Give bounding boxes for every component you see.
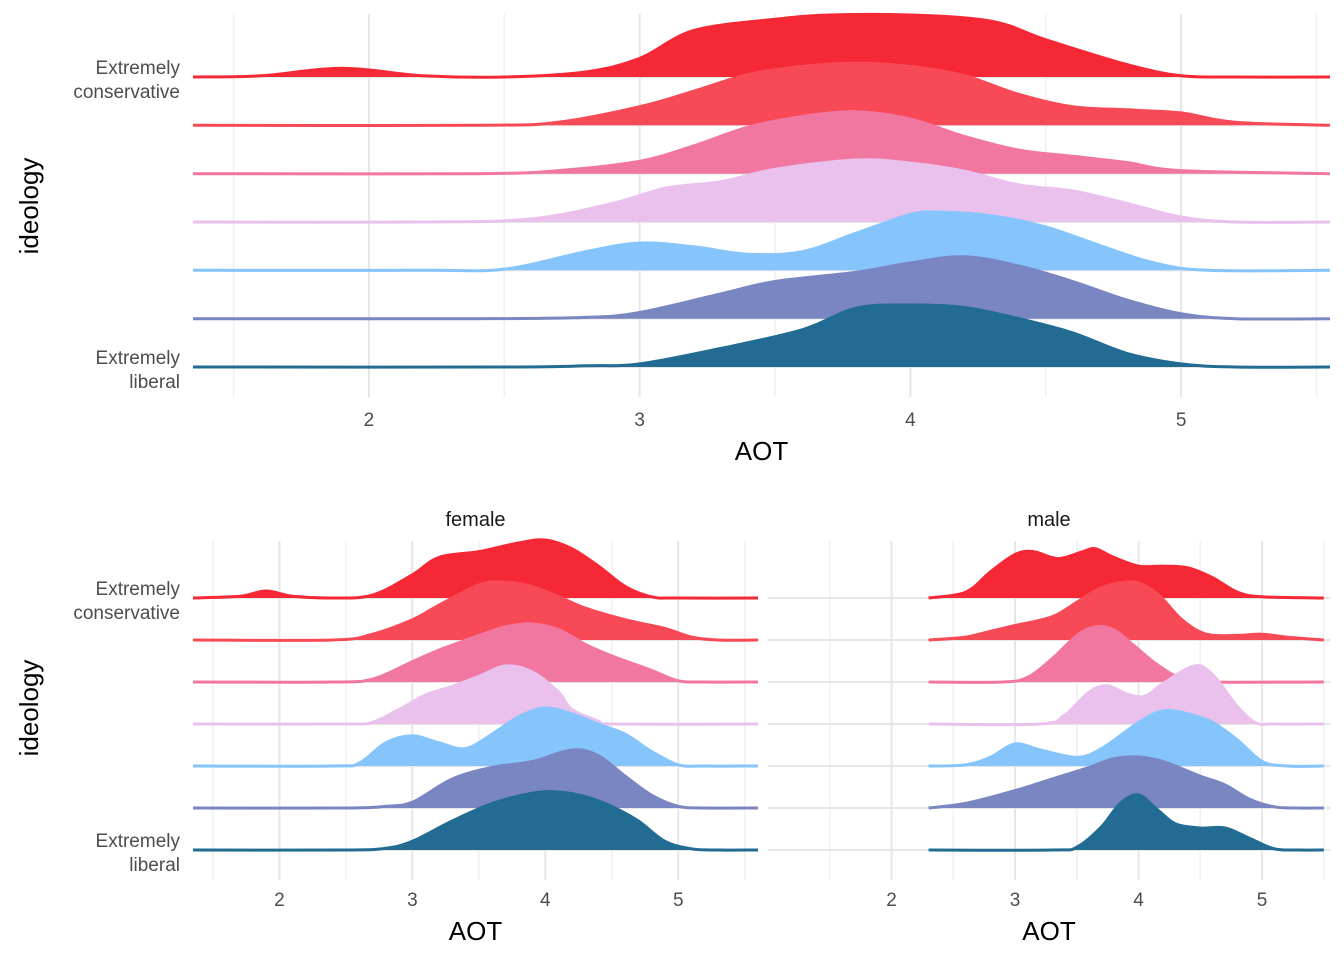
x-tick-label: 5 (1176, 410, 1187, 431)
ridge-area-level-4 (193, 159, 1330, 223)
ridge-level-7 (192, 12, 1331, 79)
ridge-outline-level-4 (192, 664, 759, 726)
ridge-area-level-2 (928, 756, 1324, 809)
ridge-level-6 (192, 61, 1331, 128)
ridge-outline-level-3 (192, 706, 759, 768)
x-tick-label: 3 (407, 890, 418, 911)
ridge-level-3 (192, 706, 759, 768)
y-tick-label-line: conservative (73, 603, 180, 624)
ridge-outline-level-5 (192, 110, 1331, 176)
y-tick-label-line: liberal (129, 372, 180, 393)
x-tick-label: 2 (364, 410, 375, 431)
ridge-outline-level-1 (192, 790, 759, 852)
x-tick-label: 5 (673, 890, 684, 911)
x-tick-label: 4 (1133, 890, 1144, 911)
ridge-area-level-3 (193, 707, 758, 767)
x-tick-label: 3 (634, 410, 645, 431)
x-axis-title: AOT (449, 916, 503, 946)
y-tick-label-line: conservative (73, 82, 180, 103)
ridge-area-level-6 (928, 581, 1324, 640)
y-tick-label-line: Extremely (96, 348, 181, 369)
x-tick-label: 4 (540, 890, 551, 911)
ridge-area-level-6 (193, 63, 1330, 126)
y-tick-label-line: liberal (129, 855, 180, 876)
ridge-area-level-1 (193, 304, 1330, 368)
x-tick-label: 3 (1010, 890, 1021, 911)
ridge-level-3 (192, 210, 1331, 273)
ridge-level-4 (192, 664, 759, 726)
y-tick-label-level-7: Extremely conservative (73, 579, 180, 624)
ridge-outline-level-6 (192, 61, 1331, 128)
ridge-area-level-5 (193, 623, 758, 683)
ridge-level-7 (192, 538, 759, 600)
ridge-area-level-2 (193, 256, 1330, 320)
ridge-area-level-6 (193, 581, 758, 641)
facet-strip-female: female (445, 509, 505, 531)
ridge-outline-level-2 (928, 755, 1324, 810)
ridge-level-2 (192, 255, 1331, 321)
ridge-outline-level-1 (192, 303, 1331, 369)
ridge-level-1 (192, 790, 759, 852)
x-axis-title: AOT (735, 436, 789, 466)
x-axis-title: AOT (1022, 916, 1076, 946)
ridge-area-level-1 (928, 794, 1324, 851)
y-tick-label-level-1: Extremely liberal (96, 831, 181, 876)
ridge-outline-level-7 (928, 546, 1324, 600)
ridge-outline-level-2 (192, 255, 1331, 321)
ridge-outline-level-7 (192, 538, 759, 600)
ridge-area-level-4 (193, 665, 758, 725)
ridge-level-5 (192, 110, 1331, 176)
ridge-outline-level-3 (928, 708, 1324, 768)
ridge-area-level-7 (193, 539, 758, 599)
panel-male: 2 3 4 5 AOT male (768, 509, 1330, 946)
ridge-area-level-5 (193, 111, 1330, 174)
x-tick-label: 5 (1257, 890, 1268, 911)
facet-strip-male: male (1027, 509, 1070, 531)
y-tick-label-line: Extremely (96, 58, 181, 79)
ridge-area-level-7 (193, 14, 1330, 78)
ridge-outline-level-2 (192, 748, 759, 810)
ridge-level-2 (192, 748, 759, 810)
y-axis-title: ideology (14, 660, 44, 757)
ridge-outline-level-4 (192, 158, 1331, 224)
ridge-area-level-2 (193, 749, 758, 809)
ridge-level-5 (192, 622, 759, 684)
x-tick-label: 2 (886, 890, 897, 911)
ridge-level-7 (928, 546, 1324, 600)
ridge-level-4 (192, 158, 1331, 224)
ridge-level-3 (928, 708, 1324, 768)
ridge-level-1 (928, 793, 1324, 852)
ridge-outline-level-1 (928, 793, 1324, 852)
x-tick-label: 4 (905, 410, 916, 431)
ridge-area-level-3 (193, 211, 1330, 271)
y-axis-title: ideology (14, 158, 44, 255)
ridge-area-level-1 (193, 791, 758, 851)
y-tick-label-line: Extremely (96, 579, 181, 600)
ridge-outline-level-4 (928, 664, 1324, 727)
ridge-level-1 (192, 303, 1331, 369)
ridge-outline-level-7 (192, 12, 1331, 79)
ridge-outline-level-6 (192, 580, 759, 642)
ridge-outline-level-6 (928, 580, 1324, 642)
ridge-level-4 (928, 664, 1324, 727)
ridge-outline-level-3 (192, 210, 1331, 273)
ridge-level-6 (928, 580, 1324, 642)
ridge-level-2 (928, 755, 1324, 810)
y-tick-label-level-7: Extremely conservative (73, 58, 180, 103)
ridge-level-6 (192, 580, 759, 642)
x-tick-label: 2 (274, 890, 285, 911)
ridge-area-level-5 (928, 626, 1324, 683)
y-tick-label-level-1: Extremely liberal (96, 348, 181, 393)
ridge-area-level-3 (928, 710, 1324, 767)
y-tick-label-line: Extremely (96, 831, 181, 852)
ridge-outline-level-5 (192, 622, 759, 684)
